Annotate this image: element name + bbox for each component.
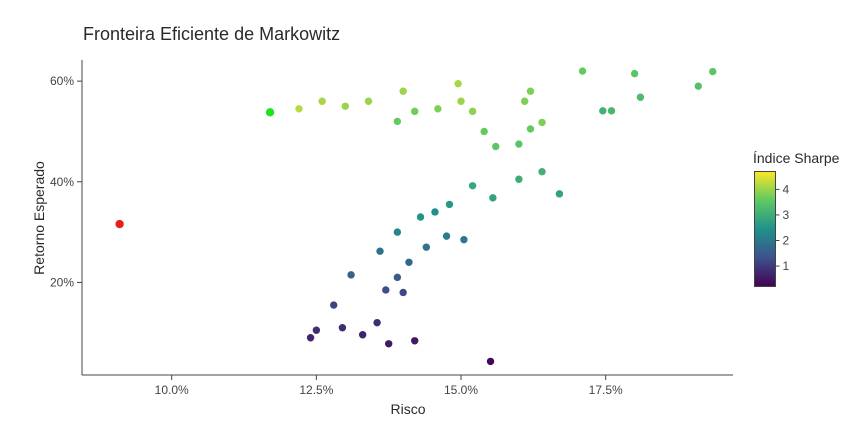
data-point (480, 127, 488, 136)
data-point (636, 93, 645, 101)
data-point (384, 340, 393, 348)
data-point (442, 232, 451, 240)
data-point (460, 235, 468, 244)
data-point (555, 190, 564, 198)
data-point (399, 87, 407, 95)
colorbar-tick-label: 2 (783, 234, 790, 248)
data-point (445, 200, 454, 209)
data-point (526, 125, 535, 133)
highlight-point (265, 108, 275, 117)
data-point (416, 213, 425, 221)
data-point (630, 69, 639, 78)
data-point (393, 228, 402, 236)
data-point (373, 318, 381, 327)
x-tick-label: 17.5% (589, 383, 623, 397)
data-point (312, 326, 321, 334)
data-point (347, 271, 355, 279)
x-tick-label: 15.0% (444, 383, 478, 397)
data-point (422, 243, 431, 251)
data-point (411, 107, 419, 116)
colorbar-tick-label: 3 (783, 208, 790, 222)
data-point (382, 286, 390, 294)
colorbar-ticks: 1 2 3 4 (775, 182, 790, 273)
data-point (607, 107, 616, 115)
data-point (468, 182, 477, 190)
y-tick-label: 40% (50, 175, 74, 189)
data-point (405, 258, 413, 266)
data-point (399, 288, 407, 297)
data-point (295, 105, 303, 113)
data-point (538, 118, 546, 127)
data-point (376, 247, 384, 255)
data-point (434, 105, 442, 113)
highlight-layer (115, 108, 275, 229)
data-point (393, 117, 402, 126)
colorbar-tick-label: 1 (783, 259, 790, 273)
data-point (468, 107, 477, 116)
data-point (515, 175, 523, 183)
data-point (538, 168, 546, 176)
x-tick-label: 10.0% (155, 383, 189, 397)
points-layer (295, 67, 717, 366)
data-point (306, 334, 315, 342)
x-tick-label: 12.5% (299, 383, 333, 397)
colorbar-title: Índice Sharpe (753, 150, 840, 166)
y-ticks: 20% 40% 60% (50, 74, 82, 289)
data-point (411, 337, 419, 345)
data-point (694, 82, 702, 90)
data-point (457, 97, 465, 105)
data-point (599, 107, 607, 115)
data-point (364, 97, 373, 105)
y-tick-label: 20% (50, 275, 74, 289)
data-point (338, 324, 347, 332)
data-point (393, 273, 402, 282)
data-point (330, 301, 338, 309)
data-point (709, 67, 717, 76)
x-ticks: 10.0% 12.5% 15.0% 17.5% (155, 375, 623, 397)
data-point (358, 331, 367, 339)
data-point (515, 140, 523, 148)
data-point (520, 97, 529, 105)
data-point (454, 79, 462, 88)
data-point (526, 87, 535, 95)
colorbar (754, 171, 776, 287)
highlight-point (115, 219, 124, 229)
data-point (492, 142, 500, 151)
data-point (489, 194, 497, 202)
y-axis-title: Retorno Esperado (31, 161, 47, 275)
data-point (431, 208, 439, 216)
data-point (318, 97, 326, 105)
colorbar-tick-label: 4 (783, 182, 790, 196)
data-point (486, 357, 495, 366)
data-point (578, 67, 587, 75)
chart-title: Fronteira Eficiente de Markowitz (83, 24, 340, 44)
y-tick-label: 60% (50, 74, 74, 88)
data-point (341, 102, 349, 110)
x-axis-title: Risco (390, 401, 425, 417)
